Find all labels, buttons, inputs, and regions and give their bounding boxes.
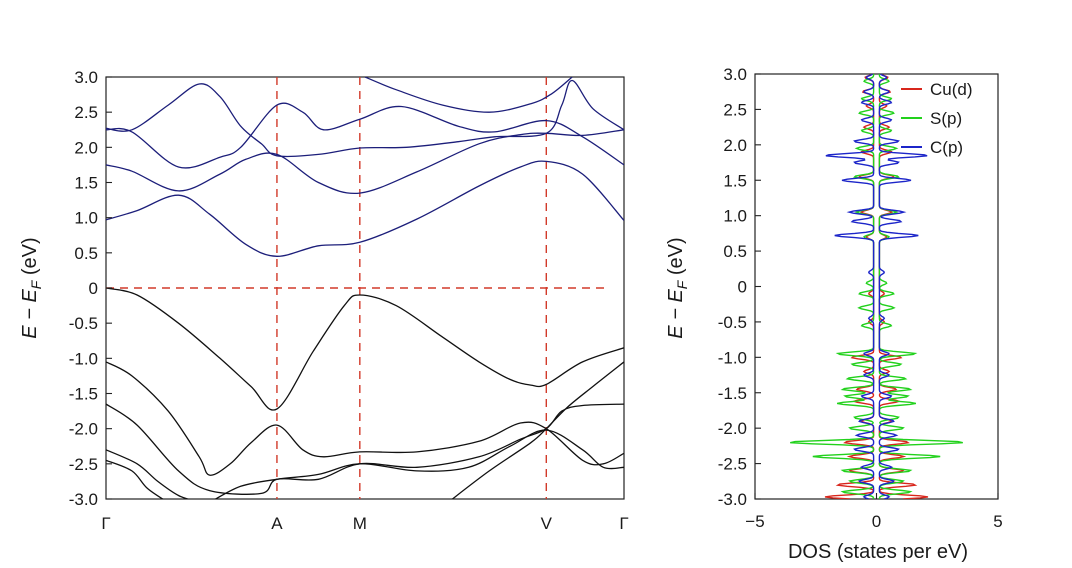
legend-label: S(p) [930,109,962,128]
dos-x-tick-label: 0 [872,512,881,531]
band-y-tick-label: 2.0 [74,138,98,157]
dos-y-tick-label: -3.0 [718,490,747,509]
band-y-axis-label: E − EF (eV) [19,237,44,338]
dos-y-tick-label: -1.0 [718,348,747,367]
band-y-tick-label: 0 [89,279,98,298]
k-point-label: Γ [619,514,628,533]
dos-curve-2 [878,74,928,499]
band-series [106,77,624,499]
band-y-tick-label: 3.0 [74,68,98,87]
k-point-label: A [271,514,283,533]
dos-panel: 3.0 2.5 2.0 1.5 1.0 0.5 0 -0.5 -1.0 -1.5 -2.0 -2.5 -… [665,65,1003,563]
conduction-band [106,102,624,169]
dos-curve-mirror-2 [825,74,875,499]
band-y-tick-label: -1.0 [69,349,98,368]
dos-x-tick-label: −5 [745,512,764,531]
dos-curve-0 [878,74,929,499]
band-structure-panel: 3.0 2.5 2.0 1.5 1.0 0.5 0 -0.5 -1.0 -1.5 -2.0 -2.5 -… [19,68,629,533]
dos-curve-mirror-0 [824,74,875,499]
dos-y-tick-label: -2.5 [718,455,747,474]
valence-band [451,361,624,499]
band-y-tick-label: 1.5 [74,174,98,193]
band-y-tick-label: -3.0 [69,490,98,509]
conduction-band [106,160,624,257]
band-y-ticks: 3.0 2.5 2.0 1.5 1.0 0.5 0 -0.5 -1.0 -1.5 -2.0 -2.5 -… [69,68,112,509]
dos-x-axis-label: DOS (states per eV) [788,541,968,563]
valence-band [106,287,624,411]
conduction-band [106,129,624,195]
k-point-label: M [353,514,367,533]
band-y-tick-label: -2.5 [69,455,98,474]
valence-band [214,429,624,499]
dos-y-tick-label: 2.0 [723,136,747,155]
legend-entry: C(p) [901,138,963,157]
dos-series [790,74,963,499]
dos-y-ticks: 3.0 2.5 2.0 1.5 1.0 0.5 0 -0.5 -1.0 -1.5 -2.0 -2.5 -… [718,65,761,509]
dos-y-tick-label: -1.5 [718,384,747,403]
dos-y-tick-label: -2.0 [718,419,747,438]
k-point-label: V [541,514,553,533]
dos-legend: Cu(d) S(p) C(p) [901,80,973,157]
legend-label: C(p) [930,138,963,157]
k-point-label: Γ [101,514,110,533]
band-y-tick-label: -1.5 [69,385,98,404]
band-y-tick-label: 1.0 [74,209,98,228]
dos-y-tick-label: 1.5 [723,171,747,190]
valence-band [106,459,164,499]
legend-label: Cu(d) [930,80,973,99]
band-y-tick-label: -0.5 [69,314,98,333]
dos-y-tick-label: -0.5 [718,313,747,332]
dos-y-tick-label: 1.0 [723,207,747,226]
legend-entry: S(p) [901,109,962,128]
band-y-tick-label: 2.5 [74,103,98,122]
legend-entry: Cu(d) [901,80,973,99]
conduction-band [106,79,624,158]
dos-x-tick-label: 5 [993,512,1002,531]
dos-y-tick-label: 3.0 [723,65,747,84]
conduction-band [364,77,573,113]
dos-x-ticks: −5 0 5 [745,493,1003,531]
band-y-tick-label: 0.5 [74,244,98,263]
dos-curve-mirror-1 [790,74,875,499]
dos-y-tick-label: 0 [738,278,747,297]
band-y-tick-label: -2.0 [69,420,98,439]
valence-band [106,449,190,499]
dos-y-axis-label: E − EF (eV) [665,237,690,338]
dos-y-tick-label: 0.5 [723,242,747,261]
dos-y-tick-label: 2.5 [723,100,747,119]
